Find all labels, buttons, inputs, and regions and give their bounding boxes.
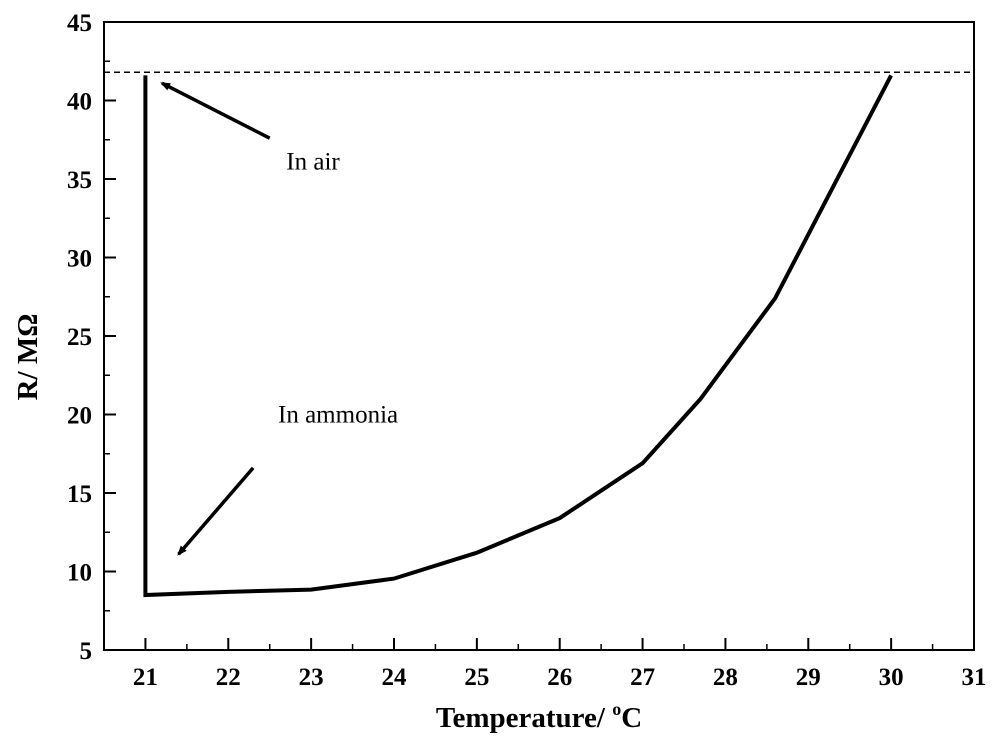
x-tick-label: 31 — [962, 664, 987, 691]
y-tick-label: 5 — [80, 638, 93, 665]
x-tick-label: 28 — [713, 664, 738, 691]
x-tick-label: 26 — [547, 664, 572, 691]
y-tick-label: 40 — [67, 89, 92, 116]
annotation-arrow-0 — [160, 81, 271, 140]
annotations: In air In ammonia — [160, 81, 398, 556]
y-tick-label: 15 — [67, 481, 92, 508]
annotation-label-0: In air — [286, 149, 340, 176]
x-tick-label: 24 — [382, 664, 408, 691]
y-tick-label: 45 — [67, 10, 92, 37]
annotation-arrow-1 — [177, 466, 255, 556]
x-tick-label: 29 — [796, 664, 821, 691]
x-axis-title-unit: C — [621, 702, 642, 734]
x-tick-label: 22 — [216, 664, 241, 691]
x-tick-label: 25 — [464, 664, 489, 691]
y-tick-label: 25 — [67, 324, 92, 351]
y-tick-label: 35 — [67, 167, 92, 194]
ticks: 21 22 23 24 25 26 27 28 29 30 31 5 10 15 20 25 30 35 40 45 — [67, 10, 987, 691]
x-axis-title: Temperature/ oC — [436, 699, 642, 734]
y-tick-label: 30 — [67, 246, 92, 273]
series-line-0 — [143, 74, 893, 598]
x-tick-label: 30 — [879, 664, 904, 691]
series-layer — [143, 74, 893, 598]
y-tick-label: 10 — [67, 560, 92, 587]
x-tick-label: 21 — [133, 664, 158, 691]
y-axis-title: R/ MΩ — [12, 314, 44, 401]
x-axis-title-degree: o — [612, 699, 621, 719]
x-tick-label: 23 — [299, 664, 324, 691]
x-axis-title-main: Temperature/ — [436, 702, 612, 734]
x-tick-label: 27 — [630, 664, 655, 691]
plot-area — [103, 21, 975, 651]
annotation-label-1: In ammonia — [278, 401, 398, 428]
y-tick-label: 20 — [67, 403, 92, 430]
